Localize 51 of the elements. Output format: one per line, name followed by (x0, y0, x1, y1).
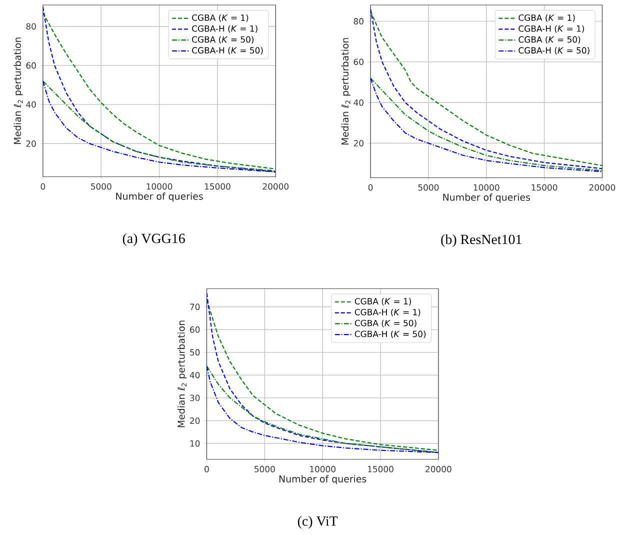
y-tick-label: 80 (354, 18, 364, 24)
legend-label: CGBA-H (K = 50) (354, 330, 426, 338)
legend-label: CGBA (K = 1) (518, 14, 575, 22)
legend-label: CGBA (K = 1) (192, 14, 248, 22)
legend-label: CGBA-H (K = 1) (192, 25, 258, 33)
x-axis-title: Number of queries (116, 192, 203, 202)
y-tick-label: 40 (190, 372, 200, 378)
legend-label: CGBA-H (K = 1) (518, 25, 584, 33)
x-tick-label: 15000 (532, 184, 558, 191)
x-tick-label: 0 (368, 184, 373, 191)
x-tick-label: 5000 (91, 183, 112, 190)
y-tick-label: 30 (190, 394, 200, 401)
legend-label: CGBA (K = 50) (518, 36, 580, 44)
x-tick-label: 0 (204, 466, 209, 472)
text: (b) ResNet101 (441, 234, 522, 247)
y-tick-label: 60 (190, 326, 200, 333)
legend-label: CGBA (K = 50) (354, 320, 416, 328)
x-tick-label: 0 (40, 183, 46, 190)
y-tick-label: 20 (190, 417, 200, 424)
y-tick-label: 60 (26, 62, 36, 69)
x-tick-label: 15000 (204, 183, 230, 190)
legend-label: CGBA-H (K = 1) (354, 308, 420, 316)
x-tick-label: 20000 (589, 184, 616, 191)
y-axis-title: Median ℓ$_{2}$ perturbation (341, 38, 350, 144)
y-tick-label: 40 (26, 101, 36, 108)
y-axis-title: Median ℓ$_{2}$ perturbation (14, 37, 23, 144)
text: (a) VGG16 (122, 233, 185, 246)
y-tick-label: 20 (26, 140, 36, 147)
x-tick-label: 5000 (254, 466, 275, 472)
y-tick-label: 40 (354, 99, 364, 106)
legend-label: CGBA-H (K = 50) (192, 46, 263, 54)
y-tick-label: 80 (26, 23, 36, 30)
legend-label: CGBA (K = 50) (192, 36, 254, 44)
x-axis-title: Number of queries (443, 193, 530, 203)
x-tick-label: 20000 (262, 183, 289, 190)
x-tick-label: 5000 (418, 184, 439, 191)
text: (c) ViT (298, 516, 338, 528)
y-tick-label: 50 (190, 349, 200, 356)
y-tick-label: 20 (354, 140, 364, 146)
y-tick-label: 10 (190, 440, 200, 447)
x-tick-label: 20000 (426, 466, 452, 472)
x-tick-label: 10000 (474, 184, 500, 191)
y-tick-label: 70 (190, 303, 200, 310)
legend-label: CGBA (K = 1) (354, 298, 411, 306)
x-tick-label: 15000 (368, 466, 394, 472)
y-tick-label: 60 (354, 58, 364, 65)
legend-label: CGBA-H (K = 50) (518, 46, 590, 54)
x-tick-label: 10000 (310, 466, 336, 472)
y-axis-title: Median ℓ$_{2}$ perturbation (177, 320, 187, 428)
x-tick-label: 10000 (146, 183, 172, 190)
x-axis-title: Number of queries (279, 475, 366, 484)
